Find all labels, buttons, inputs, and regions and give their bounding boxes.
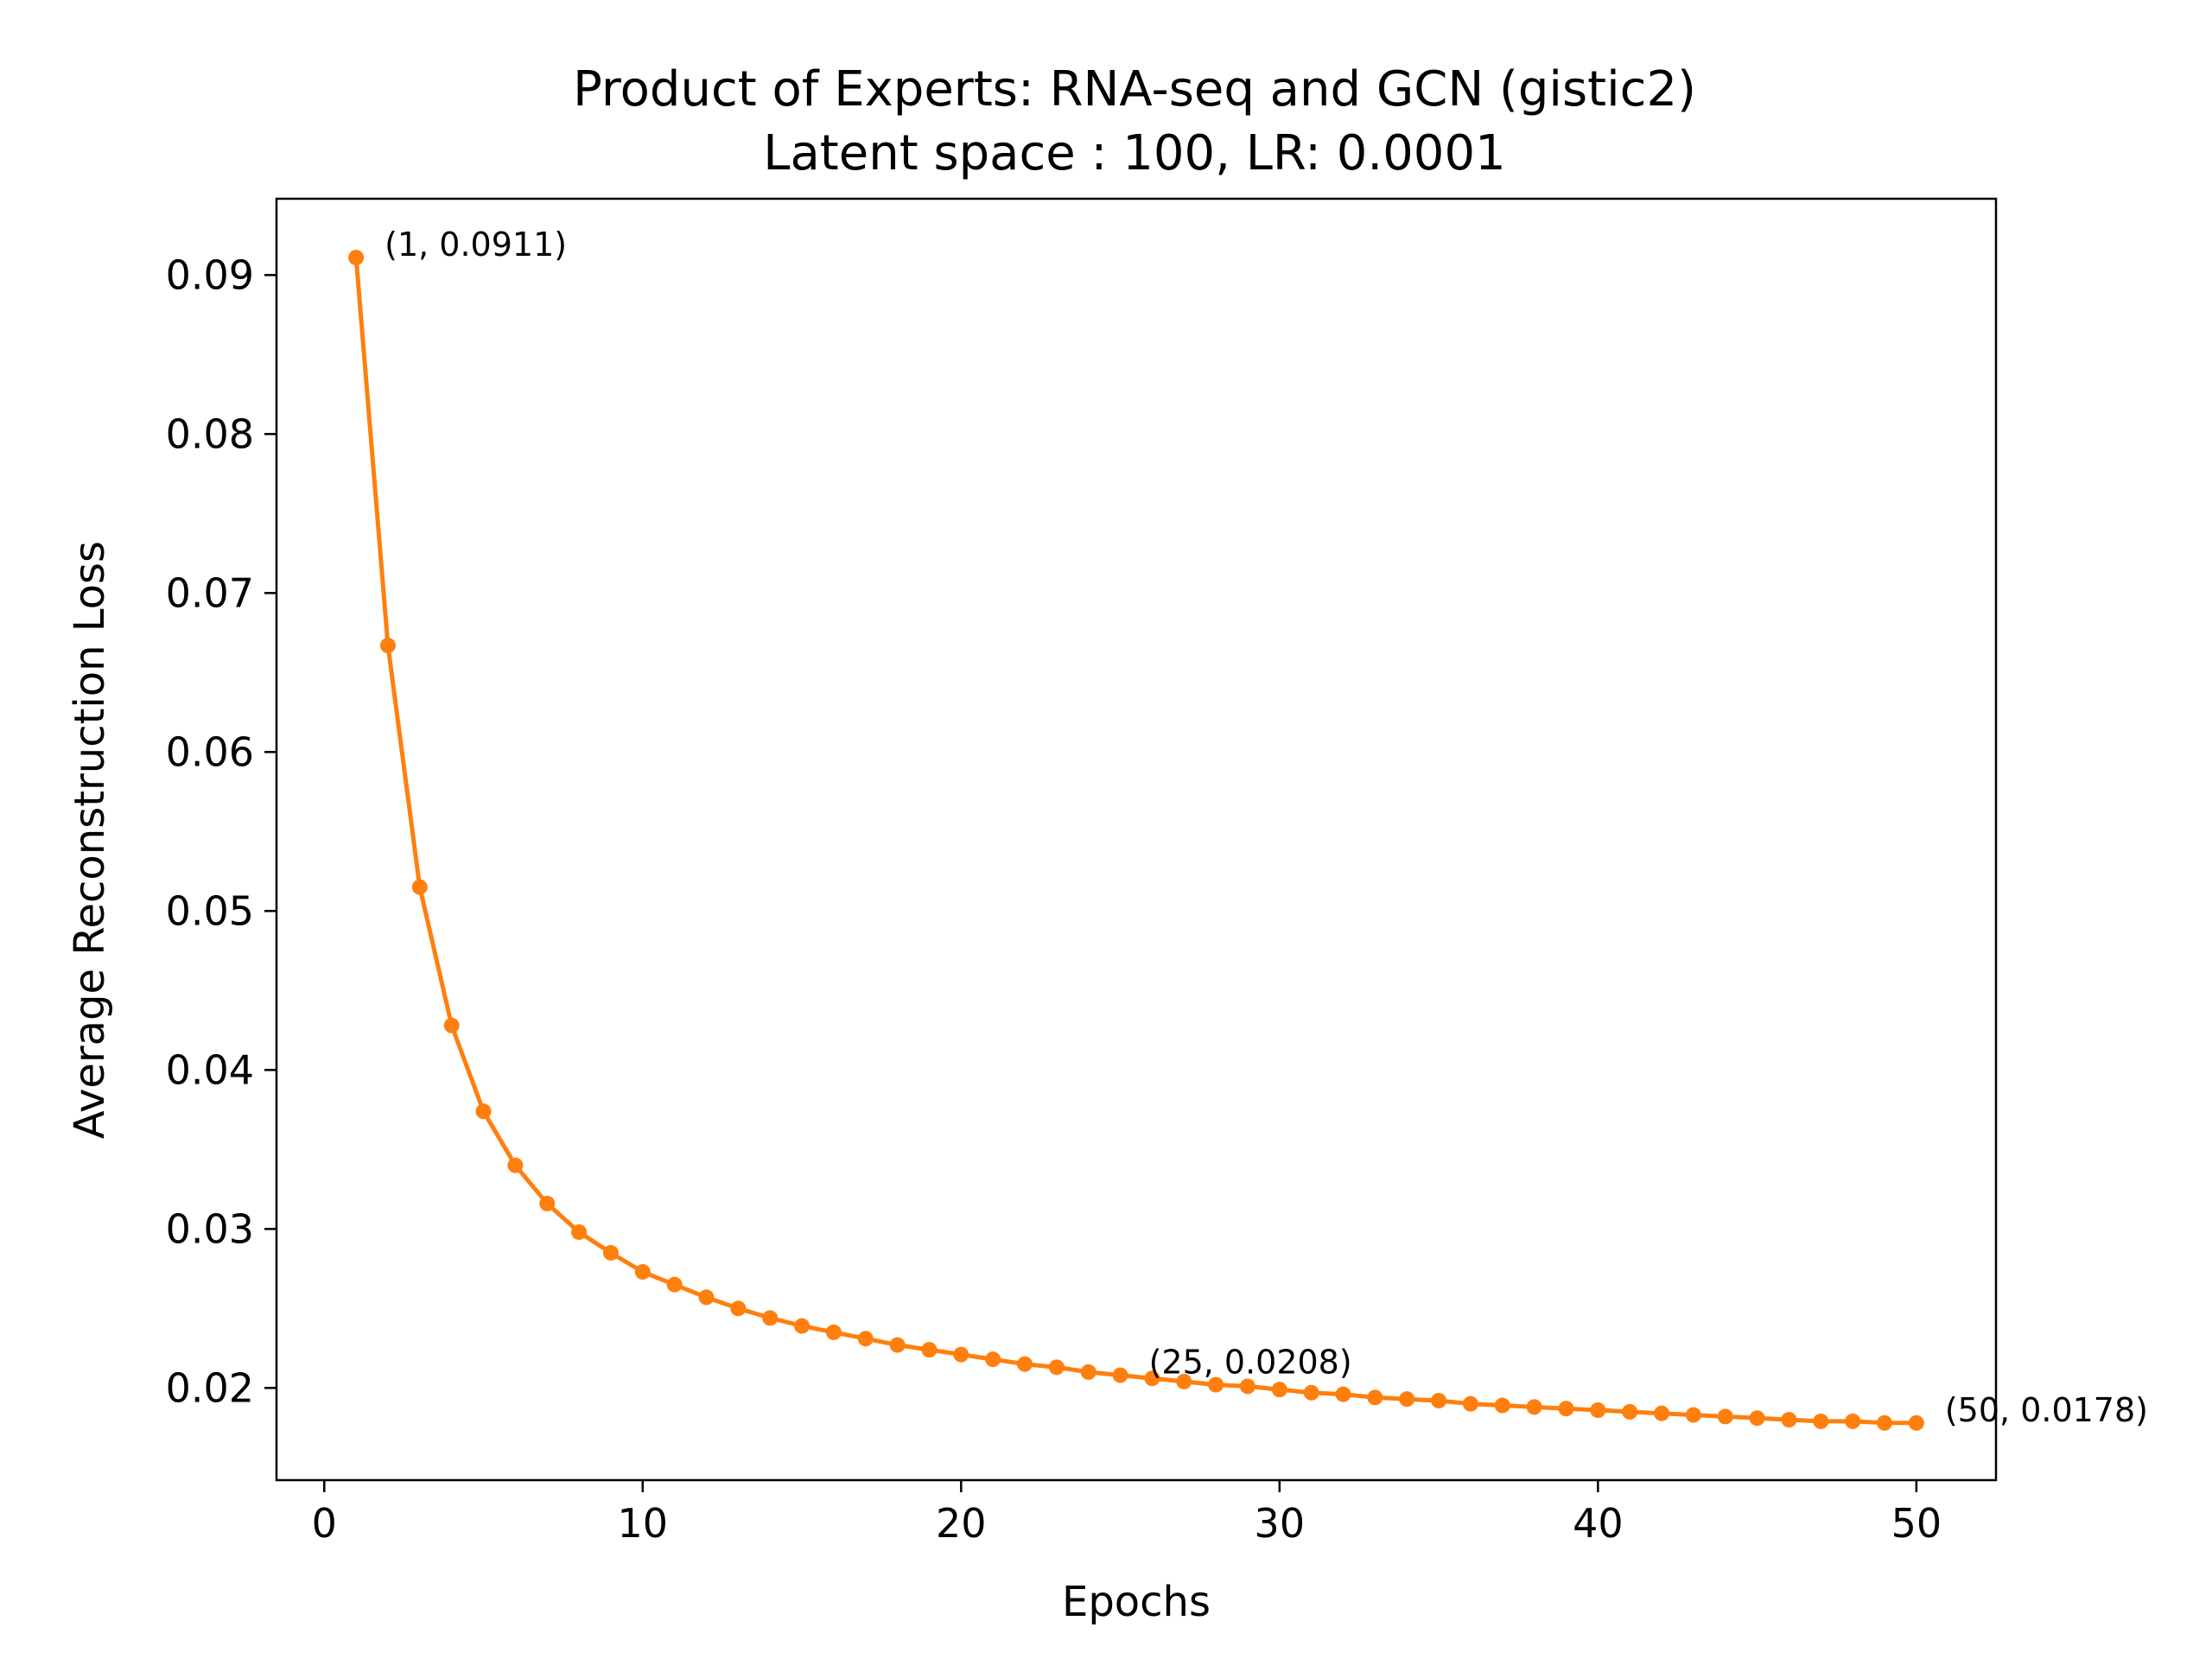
data-point bbox=[1208, 1376, 1224, 1393]
data-point bbox=[1335, 1386, 1351, 1402]
data-point bbox=[443, 1017, 460, 1033]
data-point bbox=[762, 1310, 779, 1326]
x-tick-label: 30 bbox=[1255, 1500, 1306, 1547]
plot-frame bbox=[275, 197, 1998, 1482]
data-point bbox=[1462, 1395, 1478, 1412]
y-axis: 0.02 0.03 0.04 0.05 0.06 0.07 0.08 0.09 bbox=[166, 251, 276, 1411]
y-tick-label: 0.08 bbox=[166, 410, 254, 457]
data-point bbox=[1367, 1389, 1383, 1406]
x-tick-label: 40 bbox=[1573, 1500, 1624, 1547]
data-point bbox=[1590, 1402, 1606, 1419]
data-point bbox=[985, 1351, 1001, 1368]
data-point bbox=[1749, 1410, 1765, 1427]
point-annotation: (50, 0.0178) bbox=[1945, 1391, 2148, 1429]
data-point bbox=[698, 1289, 715, 1306]
data-point bbox=[1717, 1408, 1733, 1425]
data-point bbox=[1080, 1363, 1096, 1380]
annotation-layer: (1, 0.0911) (25, 0.0208) (50, 0.0178) bbox=[385, 226, 2148, 1429]
x-tick-label: 0 bbox=[312, 1500, 337, 1547]
data-point bbox=[1558, 1401, 1574, 1417]
x-tick-label: 10 bbox=[618, 1500, 669, 1547]
y-tick-label: 0.04 bbox=[166, 1046, 254, 1093]
data-point bbox=[1845, 1413, 1861, 1429]
chart-title: Product of Experts: RNA-seq and GCN (gis… bbox=[573, 61, 1696, 118]
data-point bbox=[507, 1157, 524, 1173]
data-point bbox=[857, 1331, 874, 1347]
y-tick-label: 0.09 bbox=[166, 251, 254, 298]
data-point bbox=[634, 1263, 651, 1280]
data-point bbox=[1908, 1414, 1924, 1431]
data-point bbox=[1813, 1413, 1829, 1429]
data-point bbox=[475, 1103, 492, 1120]
data-point bbox=[1112, 1367, 1128, 1383]
data-point bbox=[921, 1342, 938, 1358]
data-point bbox=[953, 1346, 969, 1363]
data-point bbox=[539, 1195, 556, 1211]
point-annotation: (25, 0.0208) bbox=[1149, 1344, 1352, 1382]
series-layer bbox=[348, 250, 1924, 1431]
y-axis-label: Average Reconstruction Loss bbox=[66, 541, 114, 1139]
y-tick-label: 0.07 bbox=[166, 569, 254, 616]
data-point bbox=[379, 638, 396, 654]
data-point bbox=[348, 250, 365, 266]
y-tick-label: 0.02 bbox=[166, 1364, 254, 1411]
data-point bbox=[730, 1300, 747, 1317]
data-point bbox=[1017, 1356, 1033, 1372]
data-point bbox=[1271, 1382, 1287, 1398]
y-tick-label: 0.03 bbox=[166, 1205, 254, 1252]
data-point bbox=[1239, 1378, 1255, 1395]
data-point bbox=[1526, 1399, 1542, 1415]
data-point bbox=[794, 1318, 810, 1334]
data-point bbox=[1622, 1403, 1638, 1420]
chart-subtitle: Latent space : 100, LR: 0.0001 bbox=[763, 125, 1505, 181]
x-tick-label: 50 bbox=[1891, 1500, 1942, 1547]
data-point bbox=[889, 1337, 906, 1353]
data-point bbox=[1654, 1405, 1670, 1421]
data-point bbox=[1399, 1391, 1415, 1408]
data-point bbox=[666, 1276, 683, 1293]
x-axis-label: Epochs bbox=[1062, 1578, 1211, 1626]
data-point bbox=[1303, 1384, 1319, 1401]
y-tick-label: 0.06 bbox=[166, 728, 254, 775]
data-point bbox=[1494, 1397, 1510, 1414]
data-point bbox=[825, 1324, 842, 1340]
data-point bbox=[1048, 1359, 1065, 1376]
x-tick-label: 20 bbox=[936, 1500, 987, 1547]
data-point bbox=[602, 1244, 619, 1261]
y-tick-label: 0.05 bbox=[166, 887, 254, 934]
x-axis: 0 10 20 30 40 50 bbox=[312, 1480, 1942, 1547]
data-point bbox=[1144, 1370, 1160, 1387]
data-point bbox=[411, 879, 428, 895]
data-point bbox=[1176, 1373, 1192, 1389]
point-annotation: (1, 0.0911) bbox=[385, 226, 567, 264]
data-point bbox=[1685, 1407, 1701, 1423]
data-point bbox=[571, 1224, 588, 1240]
data-point bbox=[1431, 1393, 1447, 1409]
data-point bbox=[1877, 1414, 1893, 1431]
data-point bbox=[1781, 1412, 1797, 1428]
